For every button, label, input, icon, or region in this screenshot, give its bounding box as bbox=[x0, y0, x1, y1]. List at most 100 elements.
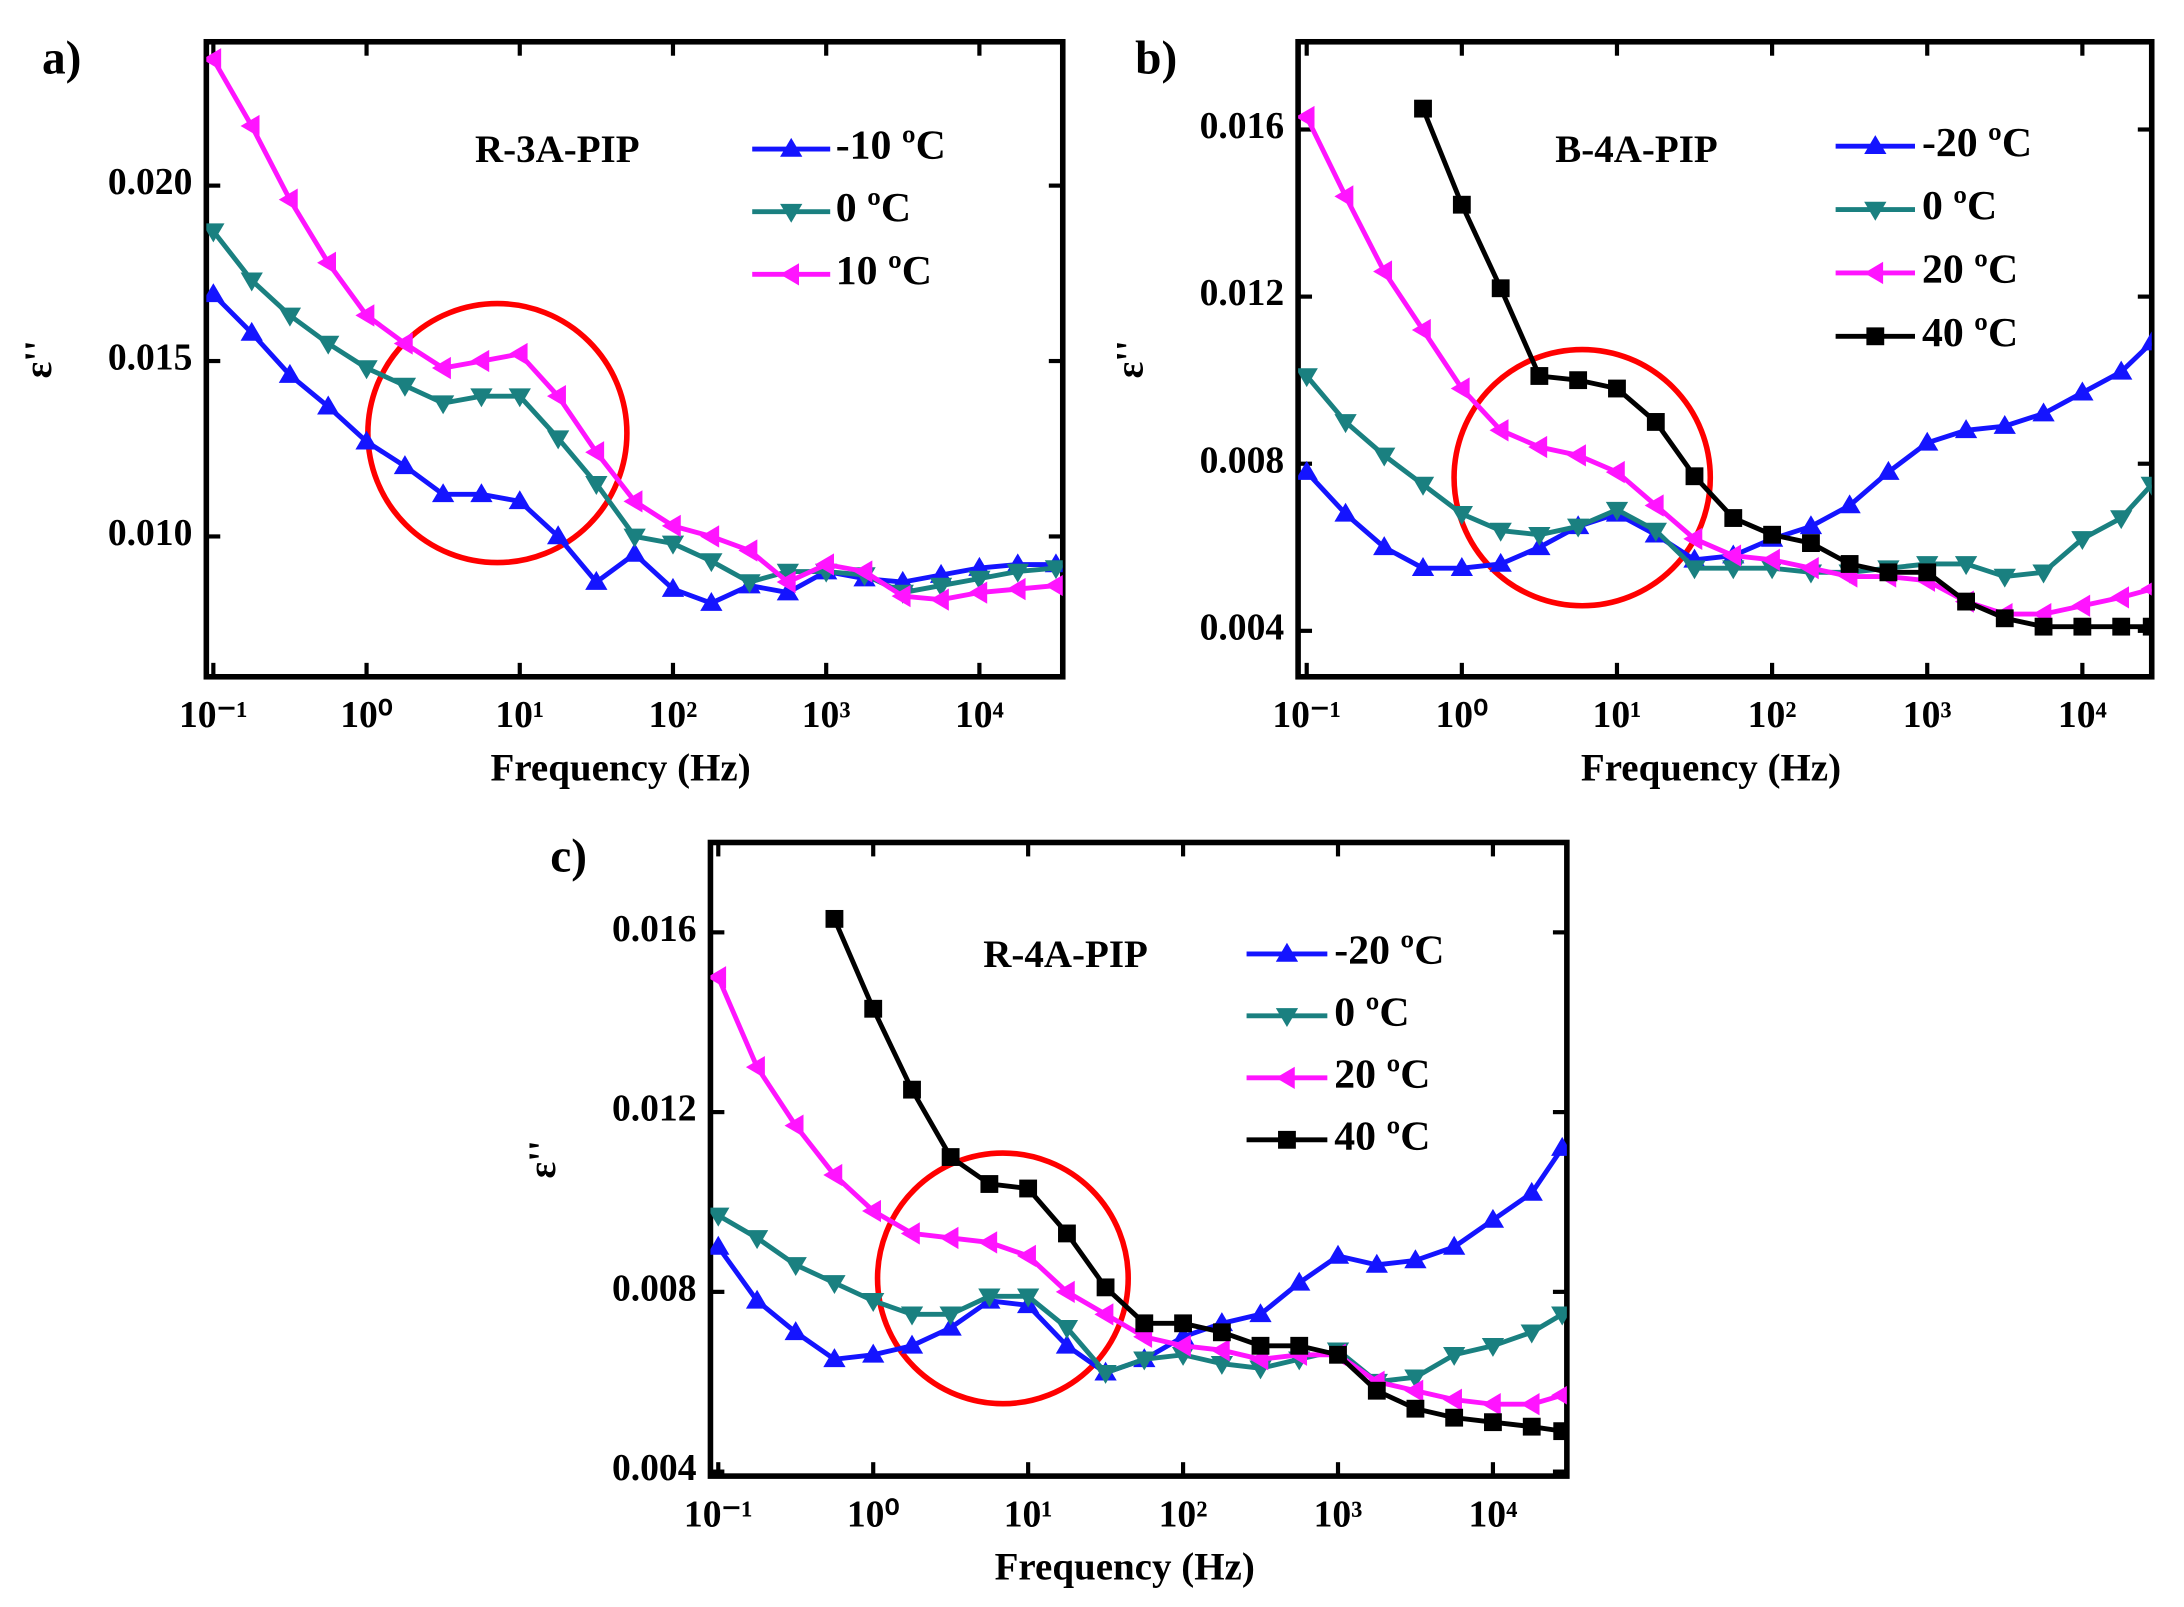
marker bbox=[1404, 1379, 1424, 1402]
marker bbox=[1404, 1249, 1427, 1269]
annotation: B-4A-PIP bbox=[1555, 128, 1717, 171]
marker bbox=[1567, 518, 1590, 538]
marker bbox=[968, 570, 991, 590]
marker bbox=[1373, 536, 1396, 556]
marker bbox=[1058, 1224, 1076, 1243]
marker bbox=[1957, 592, 1975, 611]
marker bbox=[393, 455, 417, 475]
legend-label: 0 ºC bbox=[1334, 989, 1409, 1035]
marker bbox=[776, 570, 796, 594]
marker bbox=[1605, 460, 1625, 484]
marker bbox=[710, 966, 727, 989]
x-tick-label: 10⁻¹ bbox=[684, 1495, 753, 1536]
marker bbox=[2140, 331, 2152, 351]
marker bbox=[862, 1199, 882, 1223]
marker bbox=[776, 581, 799, 601]
marker bbox=[1275, 1008, 1299, 1028]
annotation: R-3A-PIP bbox=[475, 128, 640, 171]
marker bbox=[1290, 1336, 1309, 1355]
marker bbox=[1520, 1324, 1543, 1344]
marker bbox=[1133, 1351, 1156, 1371]
marker bbox=[1520, 1181, 1543, 1201]
legend-label: -10 ºC bbox=[836, 123, 946, 169]
y-tick-label: 0.008 bbox=[1200, 440, 1285, 481]
marker bbox=[278, 307, 302, 327]
x-tick-label: 10³ bbox=[802, 695, 851, 736]
y-tick-label: 0.016 bbox=[1200, 106, 1285, 147]
marker bbox=[1171, 1334, 1191, 1357]
marker bbox=[745, 1056, 765, 1079]
marker bbox=[240, 272, 263, 292]
plot-frame bbox=[1295, 38, 2155, 680]
y-axis-label: ε'' bbox=[521, 1140, 564, 1178]
marker bbox=[1530, 367, 1549, 385]
y-tick-label: 0.004 bbox=[1200, 607, 1285, 648]
marker bbox=[1135, 1314, 1154, 1333]
marker bbox=[978, 1231, 998, 1254]
x-tick-label: 10⁰ bbox=[1436, 695, 1489, 736]
marker bbox=[1288, 1271, 1311, 1291]
marker bbox=[2034, 617, 2053, 636]
marker bbox=[546, 384, 566, 408]
plot-area bbox=[1298, 99, 2152, 636]
marker bbox=[1365, 1253, 1388, 1273]
y-axis-label: ε'' bbox=[1109, 340, 1152, 378]
legend-label: 40 ºC bbox=[1334, 1113, 1430, 1159]
marker bbox=[1954, 419, 1978, 439]
marker bbox=[1411, 557, 1435, 576]
y-tick-label: 0.015 bbox=[108, 338, 193, 379]
marker bbox=[240, 114, 260, 138]
marker bbox=[1760, 548, 1780, 571]
highlight-circle bbox=[874, 1150, 1131, 1407]
marker bbox=[929, 588, 949, 611]
marker bbox=[1055, 1280, 1075, 1303]
marker bbox=[431, 395, 455, 415]
marker bbox=[1799, 557, 1819, 580]
marker bbox=[700, 525, 720, 548]
highlight-circle bbox=[1451, 346, 1714, 609]
marker bbox=[1799, 515, 1823, 535]
marker bbox=[1569, 371, 1588, 390]
marker bbox=[206, 48, 222, 71]
marker bbox=[1802, 534, 1820, 553]
panel-label: a) bbox=[42, 33, 81, 85]
marker bbox=[1489, 419, 1509, 442]
marker bbox=[1683, 527, 1703, 551]
series-line bbox=[1304, 340, 2152, 571]
legend-label: 40 ºC bbox=[1922, 310, 2018, 356]
marker bbox=[2032, 402, 2055, 422]
marker bbox=[2110, 360, 2133, 380]
marker bbox=[900, 1306, 924, 1326]
marker bbox=[470, 349, 490, 373]
marker bbox=[825, 909, 844, 928]
y-tick-label: 0.020 bbox=[108, 162, 193, 203]
marker bbox=[2073, 617, 2092, 636]
x-tick-label: 10¹ bbox=[1004, 1495, 1053, 1536]
x-tick-label: 10⁰ bbox=[847, 1495, 900, 1536]
marker bbox=[2110, 586, 2130, 609]
marker bbox=[393, 377, 417, 397]
marker bbox=[980, 1175, 999, 1193]
x-tick-label: 10¹ bbox=[495, 695, 544, 736]
marker bbox=[1094, 1364, 1117, 1384]
marker bbox=[1006, 563, 1029, 583]
legend-label: 10 ºC bbox=[836, 248, 932, 294]
marker bbox=[862, 1343, 885, 1363]
marker bbox=[1520, 1393, 1540, 1416]
marker bbox=[431, 356, 451, 380]
x-tick-label: 10¹ bbox=[1593, 695, 1642, 736]
marker bbox=[546, 525, 570, 545]
marker bbox=[1450, 557, 1473, 576]
marker bbox=[941, 1148, 960, 1166]
marker bbox=[815, 553, 834, 576]
marker bbox=[1452, 195, 1471, 214]
marker bbox=[1212, 1323, 1231, 1342]
marker bbox=[278, 188, 298, 211]
marker bbox=[1918, 563, 1937, 582]
x-tick-label: 10⁻¹ bbox=[179, 695, 248, 736]
marker bbox=[903, 1080, 921, 1099]
marker bbox=[1551, 1306, 1567, 1326]
marker bbox=[1275, 1066, 1295, 1089]
marker bbox=[738, 539, 758, 562]
x-tick-label: 10⁴ bbox=[955, 695, 1004, 736]
